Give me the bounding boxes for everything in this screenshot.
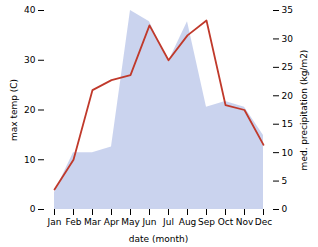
svg-text:30: 30 xyxy=(24,55,36,65)
svg-text:Jan: Jan xyxy=(47,217,62,227)
svg-text:40: 40 xyxy=(24,5,36,15)
svg-text:Sep: Sep xyxy=(198,217,215,227)
svg-text:30: 30 xyxy=(282,34,294,44)
svg-text:15: 15 xyxy=(282,119,293,129)
svg-text:Jul: Jul xyxy=(162,217,174,227)
svg-text:Feb: Feb xyxy=(66,217,82,227)
svg-text:Jun: Jun xyxy=(141,217,156,227)
svg-text:35: 35 xyxy=(282,5,293,15)
svg-text:5: 5 xyxy=(282,176,288,186)
svg-text:Oct: Oct xyxy=(218,217,234,227)
svg-text:med. precipitation (kg/m2): med. precipitation (kg/m2) xyxy=(299,50,309,171)
svg-text:Mar: Mar xyxy=(84,217,101,227)
svg-text:date (month): date (month) xyxy=(129,234,188,244)
svg-text:max temp (C): max temp (C) xyxy=(9,79,19,141)
svg-text:Apr: Apr xyxy=(104,217,120,227)
svg-text:10: 10 xyxy=(24,155,36,165)
svg-text:0: 0 xyxy=(30,204,36,214)
svg-text:0: 0 xyxy=(282,204,288,214)
svg-text:Aug: Aug xyxy=(179,217,197,227)
svg-text:Dec: Dec xyxy=(255,217,272,227)
svg-text:Nov: Nov xyxy=(236,217,254,227)
svg-text:20: 20 xyxy=(24,105,36,115)
svg-text:20: 20 xyxy=(282,91,294,101)
svg-text:May: May xyxy=(121,217,140,227)
svg-text:10: 10 xyxy=(282,148,294,158)
svg-text:25: 25 xyxy=(282,62,293,72)
